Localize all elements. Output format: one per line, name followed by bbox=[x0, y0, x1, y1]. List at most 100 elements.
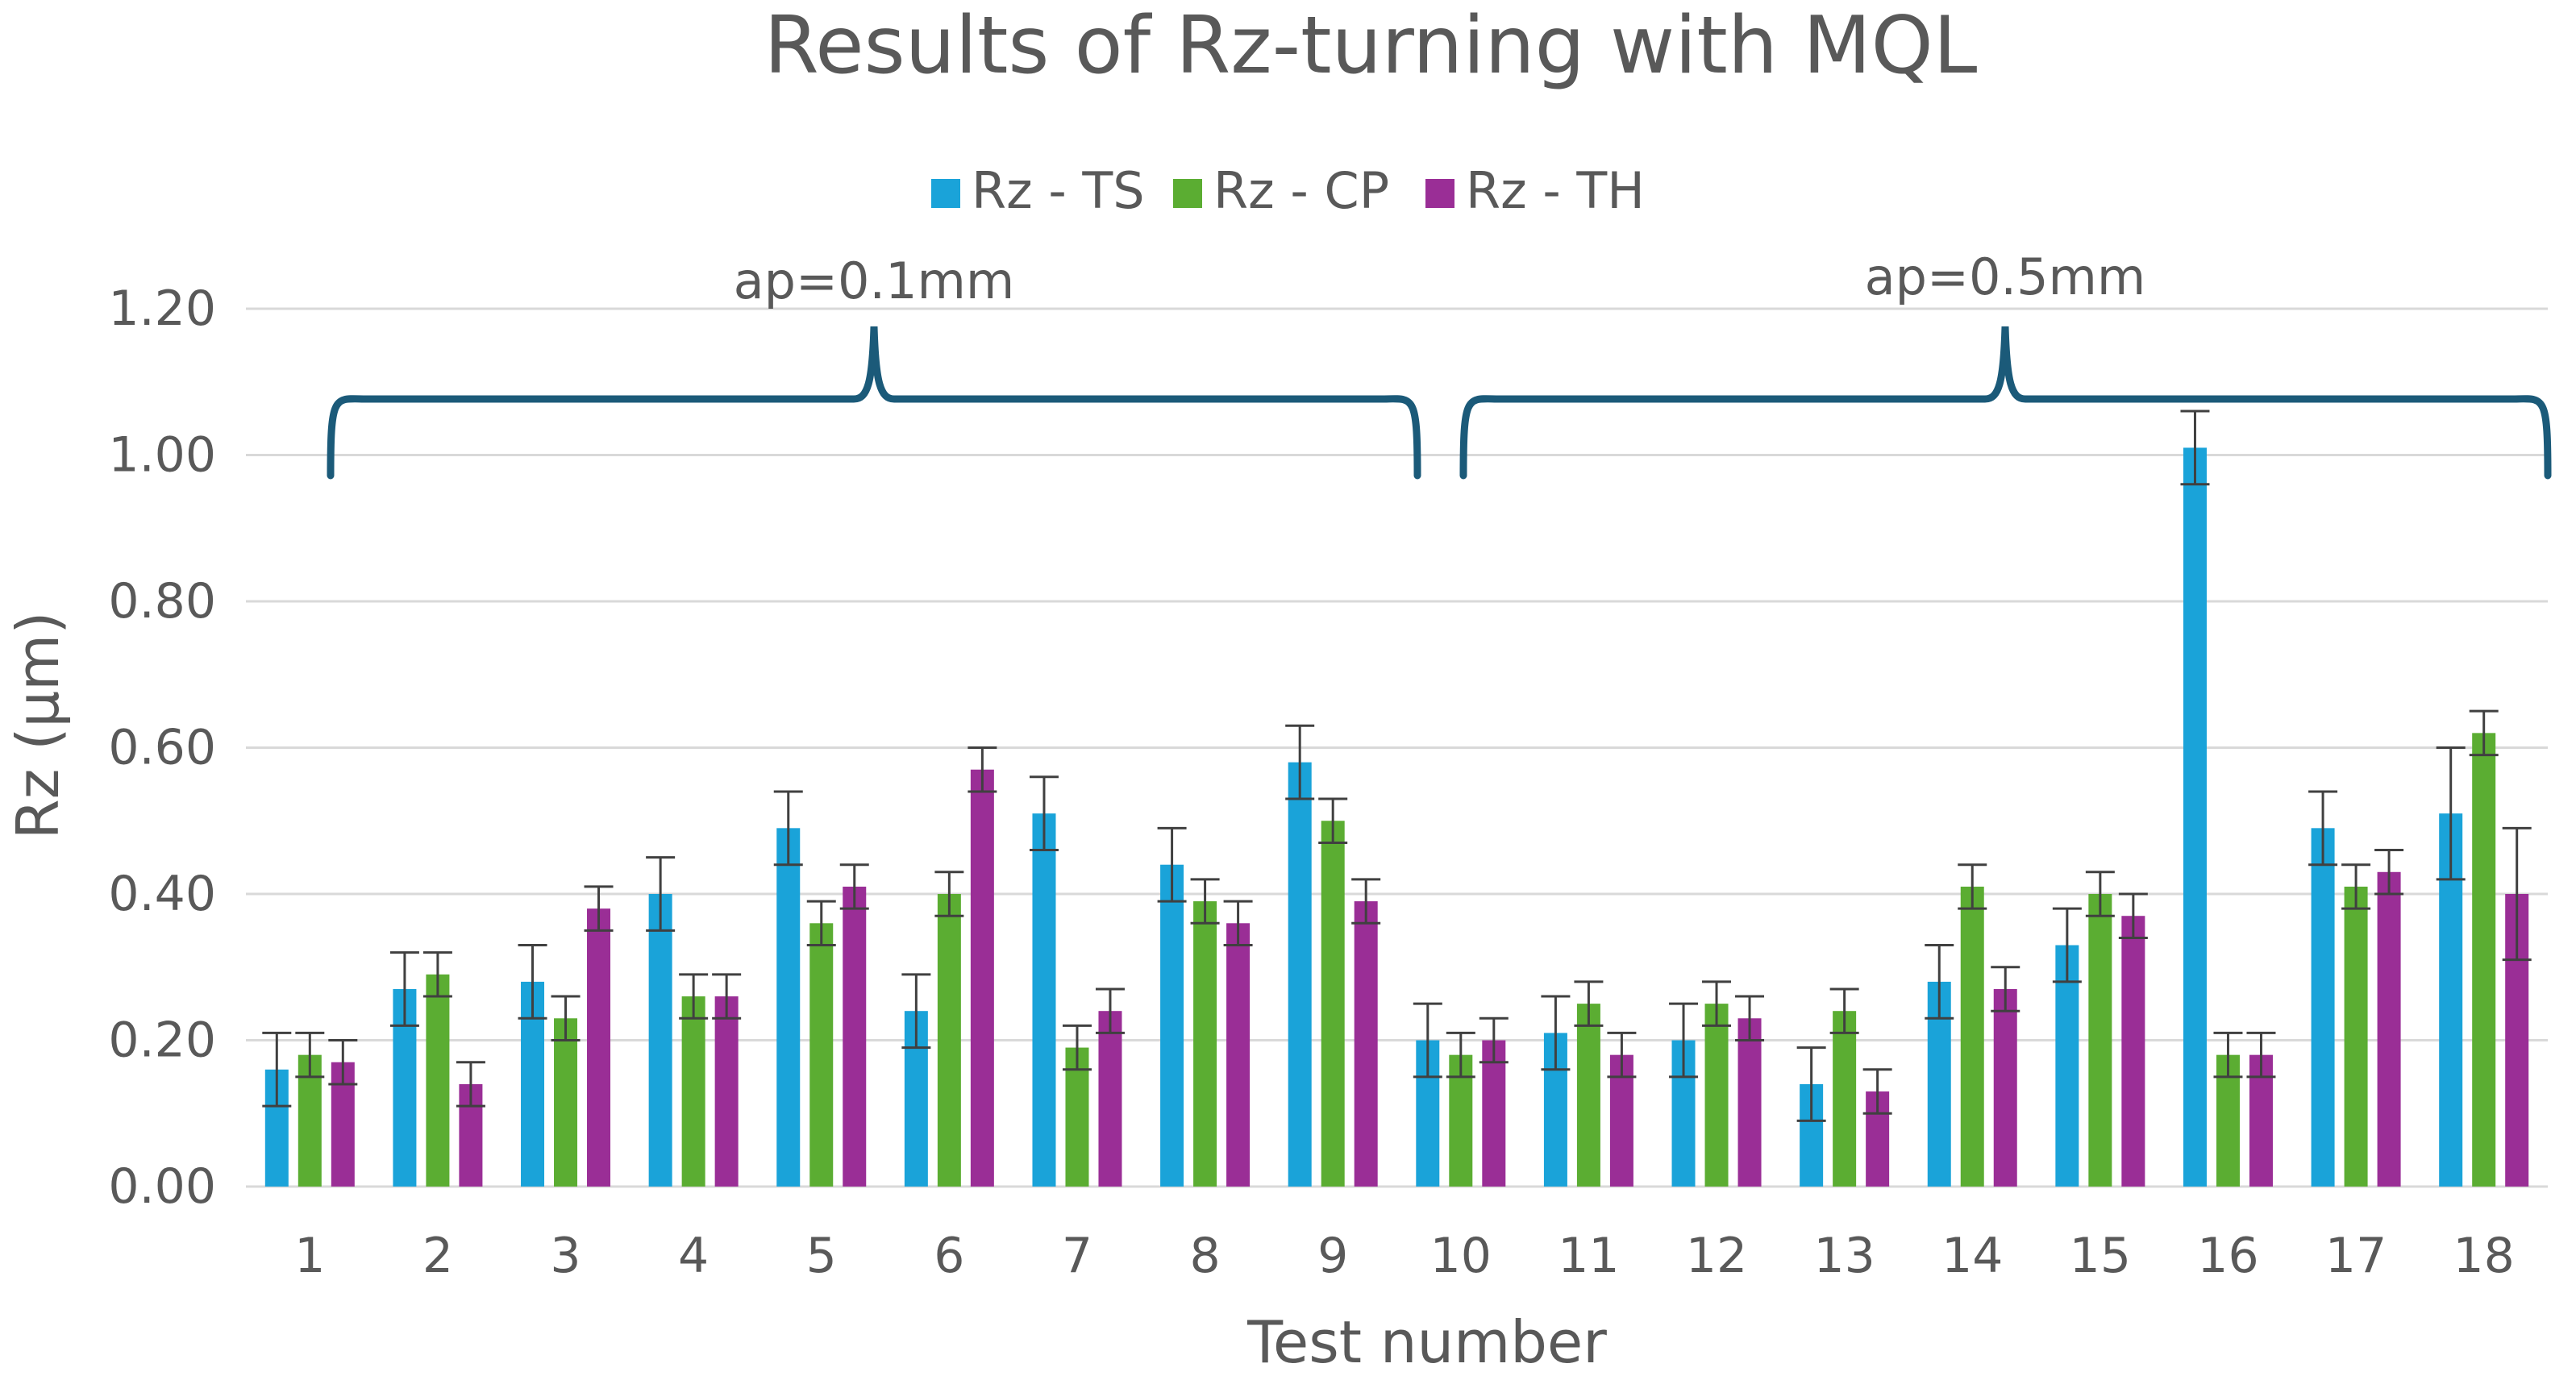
x-tick-label: 13 bbox=[1813, 1228, 1875, 1284]
x-axis-title: Test number bbox=[1246, 1308, 1607, 1376]
error-bar bbox=[456, 1061, 485, 1108]
bar bbox=[648, 894, 672, 1187]
error-bar bbox=[968, 746, 997, 793]
x-tick-label: 14 bbox=[1941, 1228, 2003, 1284]
bar bbox=[937, 894, 961, 1187]
y-tick-label: 1.20 bbox=[108, 281, 216, 337]
range-brace bbox=[1459, 326, 2552, 480]
error-bar bbox=[1413, 1002, 1442, 1079]
bar bbox=[843, 886, 867, 1187]
y-tick-label: 0.00 bbox=[108, 1158, 216, 1215]
y-tick-label: 0.40 bbox=[108, 866, 216, 922]
error-bar bbox=[1925, 944, 1954, 1020]
error-bar bbox=[1223, 900, 1253, 947]
error-bar bbox=[1541, 995, 1571, 1071]
bar bbox=[426, 974, 450, 1187]
bar bbox=[2472, 733, 2496, 1187]
error-bar bbox=[1095, 987, 1125, 1034]
bar bbox=[681, 996, 705, 1187]
error-bar bbox=[295, 1031, 325, 1079]
error-bar bbox=[2341, 863, 2371, 910]
error-bar bbox=[1796, 1046, 1826, 1122]
error-bar bbox=[1351, 878, 1381, 925]
bar bbox=[809, 923, 834, 1187]
bar bbox=[1321, 821, 1345, 1187]
chart-title: Results of Rz-turning with MQL bbox=[764, 0, 1978, 92]
x-tick-label: 9 bbox=[1317, 1228, 1348, 1284]
error-bar bbox=[2308, 790, 2338, 867]
legend-label: Rz - TS bbox=[972, 161, 1145, 220]
error-bar bbox=[551, 995, 581, 1041]
legend-label: Rz - TH bbox=[1466, 161, 1645, 220]
error-bar bbox=[2374, 849, 2404, 896]
bar bbox=[587, 908, 611, 1187]
error-bar bbox=[2052, 907, 2082, 983]
error-bar bbox=[1062, 1024, 1092, 1071]
error-bar bbox=[1318, 797, 1348, 844]
bar bbox=[2311, 828, 2335, 1187]
y-tick-label: 1.00 bbox=[108, 427, 216, 484]
bar bbox=[1032, 813, 1056, 1187]
error-bar bbox=[2118, 892, 2148, 939]
bar bbox=[776, 828, 801, 1187]
error-bar bbox=[2502, 826, 2532, 962]
bar bbox=[2055, 945, 2079, 1187]
x-tick-label: 2 bbox=[422, 1228, 453, 1284]
bar bbox=[2344, 886, 2368, 1187]
x-tick-label: 8 bbox=[1189, 1228, 1220, 1284]
bar bbox=[1065, 1047, 1089, 1187]
bar bbox=[1704, 1004, 1729, 1187]
error-bar bbox=[1479, 1016, 1509, 1064]
bar bbox=[714, 996, 739, 1187]
x-tick-label: 18 bbox=[2453, 1228, 2515, 1284]
y-tick-label: 0.80 bbox=[108, 573, 216, 630]
y-axis-title: Rz (µm) bbox=[4, 612, 72, 840]
legend-label: Rz - CP bbox=[1213, 161, 1389, 220]
error-bar bbox=[1157, 826, 1187, 903]
bar bbox=[1737, 1018, 1762, 1187]
gridlines bbox=[246, 307, 2548, 1188]
bar bbox=[1288, 762, 1312, 1187]
error-bar bbox=[773, 790, 803, 867]
x-tick-label: 16 bbox=[2197, 1228, 2258, 1284]
error-bar bbox=[1829, 987, 1859, 1034]
x-tick-label: 15 bbox=[2070, 1228, 2131, 1284]
error-bar bbox=[1446, 1031, 1475, 1079]
error-bar bbox=[839, 863, 869, 910]
x-tick-label: 12 bbox=[1686, 1228, 1747, 1284]
error-bar bbox=[2469, 709, 2499, 757]
error-bar bbox=[1702, 980, 1732, 1027]
range-brace bbox=[327, 326, 1421, 480]
y-axis-ticks: 0.00 0.20 0.40 0.60 0.80 1.00 1.20 bbox=[108, 281, 216, 1215]
bar bbox=[1098, 1011, 1122, 1187]
error-bar bbox=[1991, 966, 2020, 1012]
range-annotations: ap=0.1mm ap=0.5mm bbox=[327, 247, 2552, 480]
error-bar bbox=[806, 900, 836, 947]
bar bbox=[1993, 988, 2017, 1187]
bar bbox=[2377, 871, 2401, 1187]
error-bar bbox=[262, 1031, 292, 1108]
error-bar bbox=[2085, 871, 2115, 917]
bar bbox=[1960, 886, 1984, 1187]
error-bar bbox=[584, 885, 614, 932]
error-bar bbox=[1190, 878, 1220, 925]
error-bar bbox=[646, 856, 676, 932]
error-bar bbox=[518, 944, 547, 1020]
error-bars bbox=[262, 409, 2532, 1122]
error-bar bbox=[1574, 980, 1604, 1027]
x-tick-label: 3 bbox=[550, 1228, 581, 1284]
error-bar bbox=[2180, 409, 2210, 486]
error-bar bbox=[1029, 775, 1059, 852]
x-tick-label: 11 bbox=[1558, 1228, 1619, 1284]
error-bar bbox=[934, 871, 964, 917]
x-tick-label: 10 bbox=[1430, 1228, 1492, 1284]
bar bbox=[970, 769, 994, 1187]
x-tick-label: 1 bbox=[294, 1228, 325, 1284]
x-tick-label: 6 bbox=[934, 1228, 964, 1284]
legend-swatch bbox=[931, 179, 960, 208]
bar bbox=[2121, 916, 2145, 1187]
bar bbox=[1576, 1004, 1600, 1187]
error-bar bbox=[328, 1039, 358, 1086]
x-tick-label: 4 bbox=[678, 1228, 709, 1284]
